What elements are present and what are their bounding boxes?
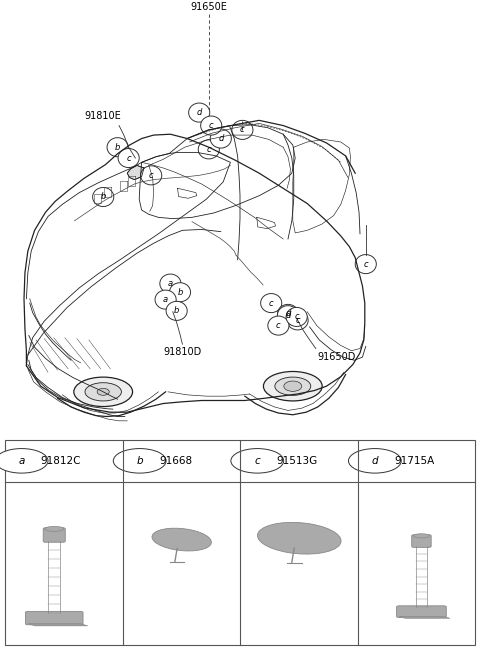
Text: b: b bbox=[115, 143, 120, 152]
Text: c: c bbox=[206, 145, 211, 154]
Circle shape bbox=[198, 140, 219, 159]
Text: c: c bbox=[240, 125, 245, 134]
Text: 91810E: 91810E bbox=[85, 112, 121, 121]
FancyBboxPatch shape bbox=[43, 527, 65, 543]
Ellipse shape bbox=[152, 528, 211, 551]
Circle shape bbox=[169, 283, 191, 302]
Text: 91812C: 91812C bbox=[41, 456, 81, 466]
Circle shape bbox=[155, 290, 176, 309]
Ellipse shape bbox=[275, 377, 311, 396]
Circle shape bbox=[107, 138, 128, 157]
Ellipse shape bbox=[97, 388, 109, 396]
Circle shape bbox=[0, 449, 48, 473]
Text: 91668: 91668 bbox=[159, 456, 192, 466]
Circle shape bbox=[160, 274, 181, 293]
Circle shape bbox=[348, 449, 401, 473]
Circle shape bbox=[277, 306, 299, 325]
Circle shape bbox=[261, 293, 282, 313]
Circle shape bbox=[210, 129, 231, 148]
Text: d: d bbox=[372, 456, 378, 466]
Circle shape bbox=[355, 255, 376, 274]
Circle shape bbox=[231, 449, 284, 473]
Text: c: c bbox=[294, 312, 299, 321]
Text: d: d bbox=[196, 108, 202, 117]
Text: d: d bbox=[285, 311, 291, 319]
Circle shape bbox=[141, 166, 162, 185]
Ellipse shape bbox=[257, 522, 341, 554]
Ellipse shape bbox=[85, 382, 121, 401]
Circle shape bbox=[277, 304, 299, 323]
Circle shape bbox=[201, 116, 222, 135]
Circle shape bbox=[232, 120, 253, 140]
Text: 91810D: 91810D bbox=[163, 347, 202, 358]
Circle shape bbox=[113, 449, 166, 473]
Text: c: c bbox=[269, 298, 274, 308]
Ellipse shape bbox=[413, 534, 430, 538]
Text: a: a bbox=[18, 456, 25, 466]
FancyBboxPatch shape bbox=[25, 611, 83, 625]
Ellipse shape bbox=[264, 371, 322, 401]
Text: 91650D: 91650D bbox=[318, 352, 356, 361]
Text: b: b bbox=[136, 456, 143, 466]
Ellipse shape bbox=[45, 526, 64, 531]
Text: d: d bbox=[218, 134, 224, 143]
Text: c: c bbox=[276, 321, 281, 330]
Polygon shape bbox=[399, 617, 450, 619]
Circle shape bbox=[286, 308, 307, 327]
Text: 91513G: 91513G bbox=[276, 456, 318, 466]
Text: c: c bbox=[126, 154, 131, 163]
Text: c: c bbox=[149, 171, 154, 180]
FancyBboxPatch shape bbox=[396, 606, 446, 617]
Text: a: a bbox=[163, 295, 168, 304]
Circle shape bbox=[268, 316, 289, 335]
Text: b: b bbox=[174, 306, 180, 316]
Circle shape bbox=[287, 311, 308, 330]
Circle shape bbox=[189, 103, 210, 122]
Text: a: a bbox=[168, 279, 173, 288]
Ellipse shape bbox=[284, 381, 302, 392]
Circle shape bbox=[166, 301, 187, 320]
Circle shape bbox=[93, 188, 114, 207]
Text: c: c bbox=[295, 316, 300, 325]
FancyBboxPatch shape bbox=[412, 535, 431, 547]
Text: c: c bbox=[209, 121, 214, 130]
Text: 91650E: 91650E bbox=[191, 2, 227, 12]
Text: d: d bbox=[285, 310, 291, 318]
Text: b: b bbox=[100, 192, 106, 201]
Polygon shape bbox=[28, 624, 88, 626]
Polygon shape bbox=[127, 165, 144, 180]
Text: b: b bbox=[177, 288, 183, 297]
Text: c: c bbox=[363, 260, 368, 268]
Text: c: c bbox=[254, 456, 260, 466]
Ellipse shape bbox=[74, 377, 132, 407]
Text: 91715A: 91715A bbox=[394, 456, 434, 466]
Circle shape bbox=[118, 148, 139, 167]
